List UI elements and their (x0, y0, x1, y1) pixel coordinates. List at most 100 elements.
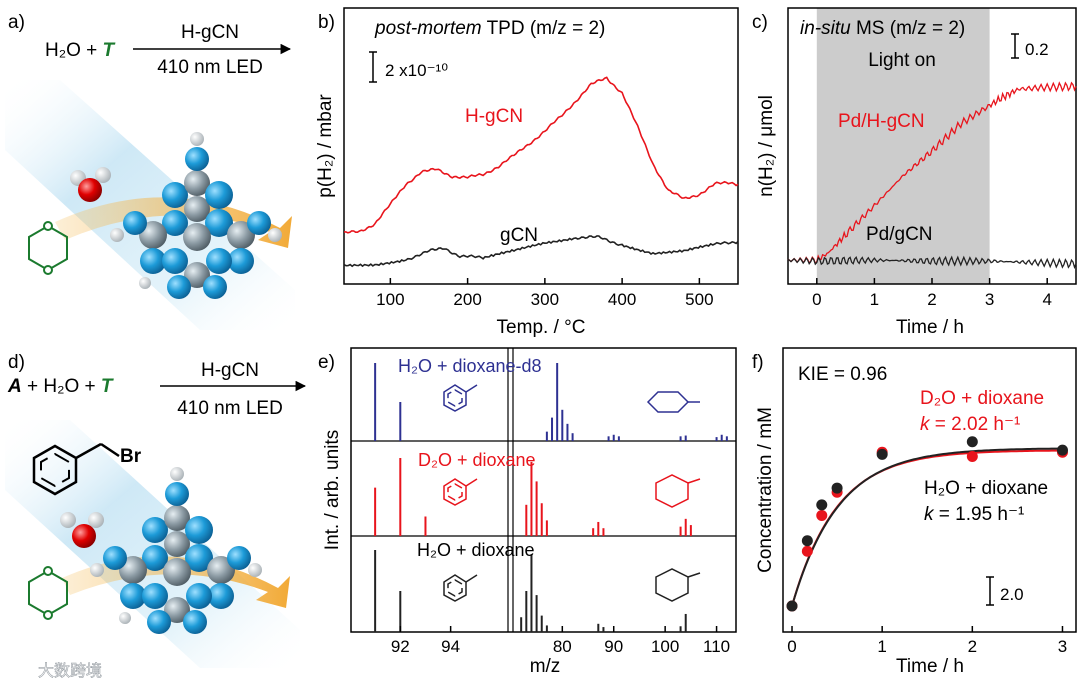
chart-c-legend-pdhgcn: Pd/H-gCN (838, 111, 925, 132)
chart-e-legend-d8: H₂O + dioxane-d8 (398, 356, 542, 376)
xtick-label: 90 (604, 637, 623, 656)
data-point (816, 509, 828, 521)
panel-d: d) A + H₂O + T H-gCN 410 nm LED Br (5, 352, 307, 668)
chart-c-xlabel: Time / h (896, 317, 964, 338)
xtick-label: 80 (553, 637, 572, 656)
chart-b-title: post-mortem TPD (m/z = 2) (374, 18, 605, 39)
data-point (801, 545, 813, 557)
xtick-label: 3 (1058, 637, 1067, 656)
chart-c-legend-pdgcn: Pd/gCN (866, 224, 933, 245)
atom (119, 556, 147, 584)
atom (268, 228, 282, 242)
scale-bar-f-label: 2.0 (1000, 585, 1024, 604)
atom (103, 546, 127, 570)
atom (163, 558, 191, 586)
dioxane-d8-icon (646, 391, 700, 413)
chart-f-k-h2o: k = 1.95 h⁻¹ (924, 504, 1024, 525)
xtick-label: 2 (968, 637, 977, 656)
panel-e-letter: e) (318, 352, 335, 373)
chart-e-series (374, 363, 728, 632)
atom (140, 248, 166, 274)
atom (185, 544, 213, 572)
reaction-a-light: 410 nm LED (157, 57, 263, 78)
reaction-d-light: 410 nm LED (177, 398, 283, 419)
xtick-label: 500 (685, 290, 713, 309)
atom (203, 275, 227, 299)
xtick-label: 200 (453, 290, 481, 309)
atom (142, 517, 168, 543)
reaction-a-catalyst: H-gCN (181, 22, 239, 43)
watermark: 大数跨境 (38, 661, 102, 680)
chart-e-legend-d2o: D₂O + dioxane (418, 450, 536, 470)
chart-e-legend-h2o: H₂O + dioxane (417, 540, 535, 560)
atom (206, 248, 232, 274)
atom (167, 275, 191, 299)
heptazine-molecule-d (90, 467, 262, 634)
panel-b: b) post-mortem TPD (m/z = 2) 2 x10⁻¹⁰ 10… (315, 7, 739, 338)
chart-e-xlabel: m/z (530, 656, 561, 677)
chart-b-xlabel: Temp. / °C (497, 317, 586, 338)
xtick-label: 400 (608, 290, 636, 309)
atom (123, 211, 147, 235)
chart-f-xlabel: Time / h (896, 656, 964, 677)
atom (186, 583, 212, 609)
chart-e-frame (350, 347, 737, 633)
panel-c-letter: c) (752, 12, 768, 33)
atom (185, 147, 209, 171)
atom (90, 563, 104, 577)
xtick-label: 100 (376, 290, 404, 309)
toluene-icon-red (443, 478, 478, 506)
series-line (343, 235, 739, 268)
water-molecule-icon-a (70, 167, 111, 202)
series-line (344, 76, 739, 234)
chart-f-legend-h2o: H₂O + dioxane (924, 478, 1048, 499)
chart-e-xticks: 92 94 80 90 100 110 (391, 626, 730, 656)
atom (142, 583, 168, 609)
atom (207, 556, 235, 584)
atom (164, 597, 190, 623)
panel-b-letter: b) (318, 12, 335, 33)
atom (247, 211, 271, 235)
chart-f-fit-curves (791, 447, 1063, 607)
scale-bar-c-label: 0.2 (1025, 40, 1049, 59)
atom (119, 612, 131, 624)
reaction-d-reactants: A + H₂O + T (7, 376, 114, 397)
panel-d-letter: d) (8, 352, 25, 373)
xtick-label: 2 (927, 290, 936, 309)
benzyl-bromide-icon (32, 442, 120, 496)
atom (183, 610, 207, 634)
atom (227, 221, 255, 249)
atom (205, 181, 233, 209)
xtick-label: 110 (703, 637, 730, 656)
transfer-arrow-a (55, 197, 292, 248)
dioxane-oh-icon (655, 568, 701, 602)
atom (185, 516, 213, 544)
data-point (966, 450, 978, 462)
chart-f-k-d2o: k = 2.02 h⁻¹ (920, 414, 1020, 435)
atom (139, 277, 151, 289)
xtick-label: 92 (391, 637, 410, 656)
xtick-label: 4 (1042, 290, 1051, 309)
light-on-region (816, 8, 990, 284)
panel-a-letter: a) (8, 12, 25, 33)
chart-b-xticks: 100 200 300 400 500 (376, 278, 714, 309)
chart-b-legend-hgcn: H-gCN (465, 106, 523, 127)
data-point (786, 600, 798, 612)
panel-e: e) 92 94 80 90 100 110 H₂O + dioxane-d8 D₂O +… (318, 347, 737, 677)
atom (142, 545, 168, 571)
series-line (787, 255, 1077, 270)
chart-c-xticks: 0 1 2 3 4 (812, 278, 1052, 309)
atom (228, 248, 254, 274)
atom (162, 210, 188, 236)
atom (164, 531, 190, 557)
xtick-label: 1 (877, 637, 886, 656)
data-point (1056, 444, 1068, 456)
atom (184, 170, 210, 196)
chart-c-series (787, 81, 1077, 270)
toluene-icon-black (443, 574, 478, 602)
scale-bar-b-label: 2 x10⁻¹⁰ (385, 61, 448, 80)
xtick-label: 0 (812, 290, 821, 309)
fit-curve (791, 447, 1063, 607)
chart-b-legend-gcn: gCN (500, 225, 538, 246)
